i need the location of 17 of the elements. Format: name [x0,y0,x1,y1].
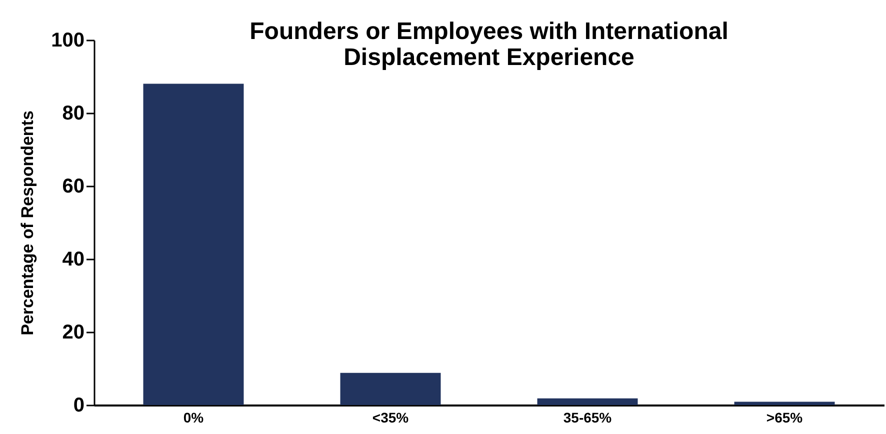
bar [537,398,638,405]
y-tick-label: 20 [62,322,84,344]
x-tick-label: <35% [372,410,410,426]
text: Founders or Employees with International [250,18,728,45]
bar [734,402,835,405]
bar [340,372,441,405]
y-tick-label: 0 [73,394,84,416]
text: Displacement Experience [344,44,634,71]
x-tick-label: 35-65% [563,410,612,426]
y-tick-label: 80 [62,102,84,124]
y-tick-label: 100 [51,30,84,52]
y-tick-label: 40 [62,248,84,270]
bar [143,84,244,405]
x-tick-label: 0% [183,410,204,426]
y-axis-title: Percentage of Respondents [18,110,38,336]
y-tick-label: 60 [62,176,84,198]
x-tick-label: >65% [766,410,804,426]
